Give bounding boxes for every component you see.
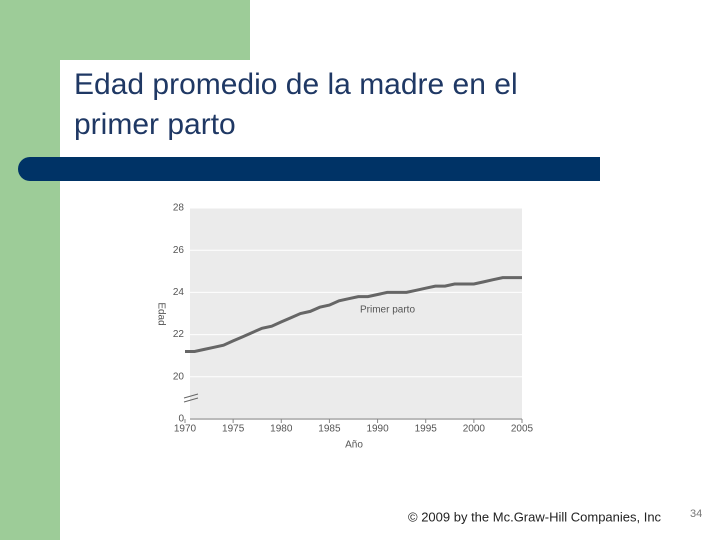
x-tick-label: 1975 [222, 424, 245, 435]
x-tick-label: 1995 [415, 424, 438, 435]
page-number: 34 [690, 508, 702, 520]
plot-area [190, 208, 522, 420]
side-band [0, 0, 60, 540]
footer: © 2009 by the Mc.Graw-Hill Companies, In… [408, 509, 662, 524]
x-tick-label: 2000 [463, 424, 486, 435]
x-tick-label: 2005 [511, 424, 534, 435]
top-band [0, 0, 250, 60]
data-line [185, 276, 522, 353]
x-tick-label: 1980 [270, 424, 293, 435]
x-axis-label: Año [345, 440, 363, 451]
x-tick-label: 1970 [174, 424, 197, 435]
y-tick-label: 26 [173, 245, 185, 256]
title-line: Edad promedio de la madre en el [74, 68, 518, 101]
y-tick-label: 22 [173, 329, 185, 340]
y-axis-label: Edad [155, 302, 166, 325]
y-tick-label: 28 [173, 203, 185, 214]
y-tick-label: 24 [173, 287, 185, 298]
chart: Edad Año 0 20 22 24 26 28 1970 1975 1980 1985 1990… [155, 203, 533, 451]
x-tick-label: 1985 [318, 424, 341, 435]
y-tick-label: 0 [178, 414, 184, 425]
title-line: primer parto [74, 108, 236, 141]
y-tick-label: 20 [173, 371, 185, 382]
axis-break [183, 393, 199, 403]
x-tick-label: 1990 [366, 424, 389, 435]
annotation: Primer parto [360, 305, 415, 316]
divider-bar [40, 157, 600, 181]
